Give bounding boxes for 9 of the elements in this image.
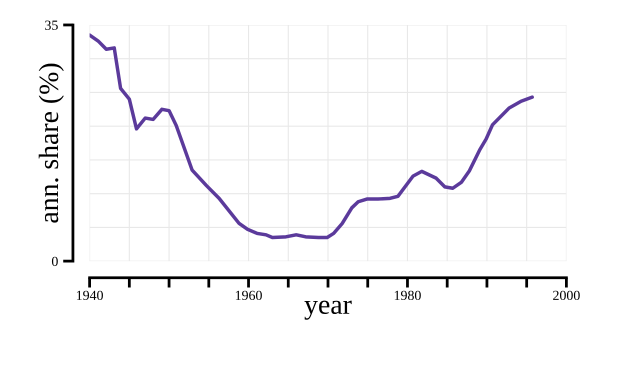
x-tick-label: 1980 [394, 290, 421, 300]
y-tick-label: 0 [52, 256, 58, 266]
y-tick-label: 35 [45, 20, 58, 30]
y-axis-title: ann. share (%) [38, 64, 64, 223]
x-tick-label: 1940 [76, 290, 103, 300]
x-tick-label: 2000 [553, 290, 580, 300]
x-axis-title: year [304, 300, 352, 320]
x-tick-label: 1960 [236, 290, 262, 300]
line-series [90, 33, 534, 240]
